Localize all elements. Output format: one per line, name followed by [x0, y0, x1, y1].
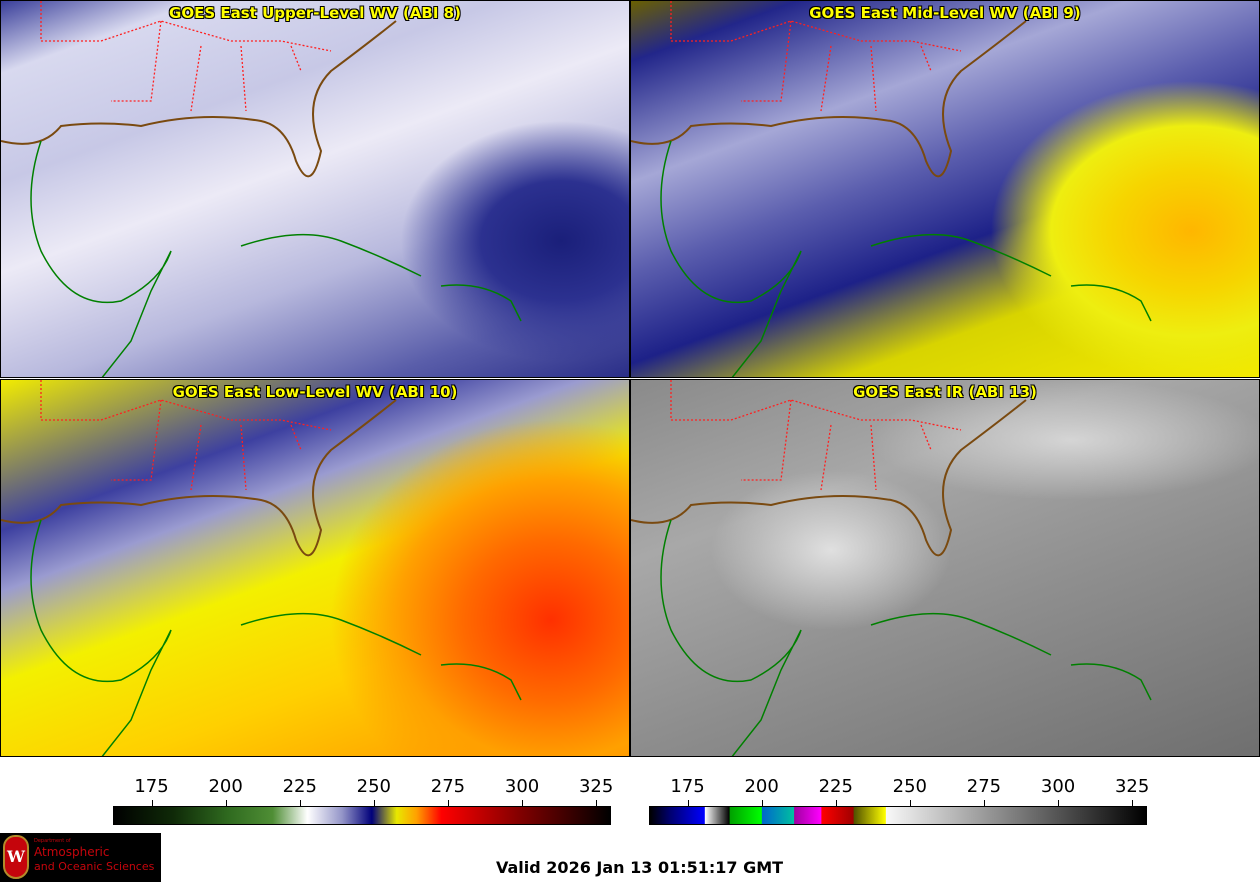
map-overlay: [631, 380, 1152, 756]
colorbar-tick-label: 325: [578, 776, 614, 797]
map-overlay: [1, 1, 522, 377]
colorbar-tick: [151, 800, 153, 806]
hispaniola-coastline: [1070, 663, 1152, 701]
colorbar-tick-label: 300: [1040, 776, 1076, 797]
colorbar-tick-label: 325: [1114, 776, 1150, 797]
state-borders: [670, 380, 962, 491]
colorbar-tick-label: 275: [430, 776, 466, 797]
cuba-coastline: [870, 612, 1052, 656]
wv-colorbar: [113, 806, 611, 825]
hispaniola-coastline: [440, 284, 522, 322]
mexico-coastline: [660, 140, 802, 377]
colorbar-tick-label: 225: [282, 776, 317, 797]
state-borders: [670, 1, 962, 112]
state-borders: [40, 1, 332, 112]
panel-title: GOES East Low-Level WV (ABI 10): [172, 383, 458, 401]
colorbar-tick: [522, 800, 524, 806]
colorbar-tick-label: 300: [504, 776, 540, 797]
panel-low-level-wv: GOES East Low-Level WV (ABI 10): [0, 379, 630, 757]
map-overlay: [631, 1, 1152, 377]
mexico-coastline: [660, 519, 802, 756]
colorbar-tick: [447, 800, 449, 806]
panel-title: GOES East Upper-Level WV (ABI 8): [169, 4, 461, 22]
uw-crest-icon: W: [3, 835, 29, 879]
panel-title: GOES East Mid-Level WV (ABI 9): [809, 4, 1081, 22]
panel-mid-level-wv: GOES East Mid-Level WV (ABI 9): [630, 0, 1260, 378]
colorbar-tick: [983, 800, 985, 806]
colorbar-tick-label: 200: [744, 776, 779, 797]
colorbar-tick: [596, 800, 598, 806]
cuba-coastline: [240, 233, 422, 277]
cuba-coastline: [870, 233, 1052, 277]
map-overlay: [1, 380, 522, 756]
colorbar-tick: [687, 800, 689, 806]
panel-title: GOES East IR (ABI 13): [853, 383, 1037, 401]
colorbar-tick-label: 250: [356, 776, 392, 797]
us-coastline: [1, 20, 397, 178]
panel-ir: GOES East IR (ABI 13): [630, 379, 1260, 757]
cuba-coastline: [240, 612, 422, 656]
colorbar-tick: [299, 800, 301, 806]
us-coastline: [631, 20, 1027, 178]
colorbar-tick-label: 200: [208, 776, 243, 797]
hispaniola-coastline: [1070, 284, 1152, 322]
logo-line-1: Department of: [34, 838, 71, 844]
mexico-coastline: [30, 519, 172, 756]
mexico-coastline: [30, 140, 172, 377]
aos-logo: W Department of Atmospheric and Oceanic …: [0, 833, 161, 882]
colorbar-tick: [373, 800, 375, 806]
colorbar-tick: [1132, 800, 1134, 806]
colorbar-tick: [909, 800, 911, 806]
us-coastline: [1, 399, 397, 557]
colorbar-tick-label: 175: [670, 776, 705, 797]
colorbar-tick-label: 275: [966, 776, 1002, 797]
hispaniola-coastline: [440, 663, 522, 701]
logo-line-2: Atmospheric: [34, 845, 110, 859]
colorbar-tick-label: 250: [892, 776, 928, 797]
us-coastline: [631, 399, 1027, 557]
colorbar-tick: [225, 800, 227, 806]
logo-line-3: and Oceanic Sciences: [34, 860, 155, 873]
colorbar-tick-label: 225: [818, 776, 853, 797]
colorbar-tick-label: 175: [134, 776, 169, 797]
colorbar-tick: [835, 800, 837, 806]
colorbar-tick: [761, 800, 763, 806]
colorbar-tick: [1058, 800, 1060, 806]
valid-time: Valid 2026 Jan 13 01:51:17 GMT: [496, 858, 784, 877]
state-borders: [40, 380, 332, 491]
ir-colorbar: [649, 806, 1147, 825]
panel-upper-level-wv: GOES East Upper-Level WV (ABI 8): [0, 0, 630, 378]
